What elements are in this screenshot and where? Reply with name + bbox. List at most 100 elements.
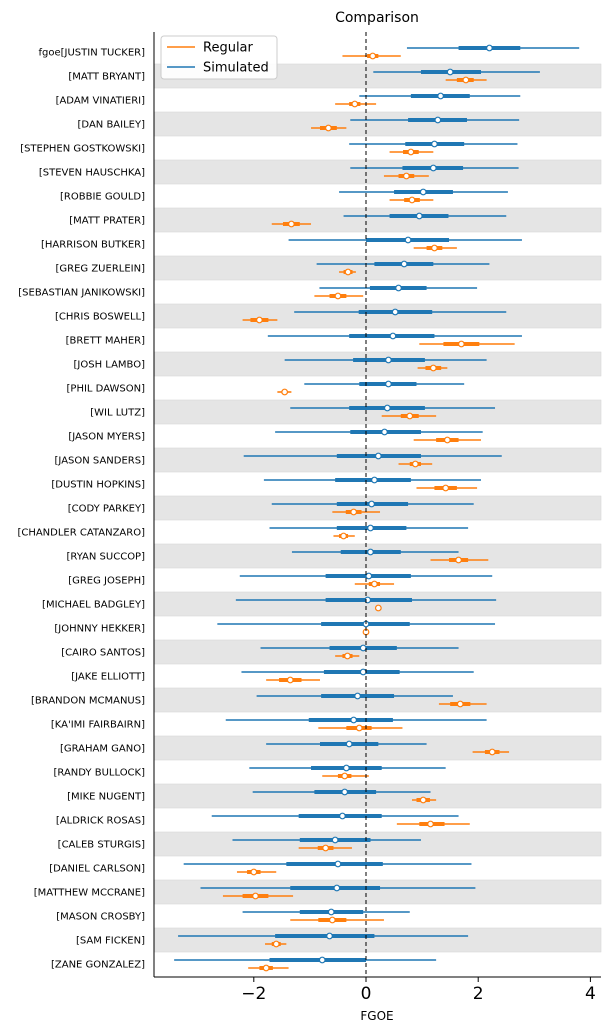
regular-mean-point — [462, 76, 470, 84]
simulated-mean-point — [350, 716, 358, 724]
row-label: [CAIRO SANTOS] — [61, 648, 145, 659]
simulated-mean-point — [385, 356, 392, 364]
simulated-mean-point — [359, 668, 367, 676]
row-band — [153, 111, 602, 137]
legend: Regular Simulated — [160, 35, 278, 80]
x-tick-label: 0 — [361, 984, 372, 1004]
row-label: [DANIEL CARLSON] — [49, 864, 145, 875]
simulated-mean-point — [446, 68, 454, 76]
row-band — [153, 687, 602, 713]
row-band — [153, 831, 602, 857]
row-band — [153, 207, 602, 233]
row-band — [153, 159, 602, 185]
simulated-mean-point — [326, 932, 333, 940]
regular-mean-point — [252, 892, 259, 900]
row-band — [153, 735, 602, 761]
simulated-mean-point — [318, 956, 326, 964]
row-band — [153, 255, 602, 281]
row-label: [KA'IMI FAIRBAIRN] — [51, 720, 145, 731]
row-label: [MIKE NUGENT] — [67, 792, 145, 803]
regular-mean-point — [402, 172, 410, 180]
regular-mean-point — [408, 196, 416, 204]
simulated-mean-point — [333, 884, 341, 892]
legend-label-regular: Regular — [203, 41, 254, 56]
simulated-mean-point — [419, 188, 427, 196]
row-label: [CODY PARKEY] — [68, 504, 145, 515]
simulated-mean-point — [437, 92, 445, 100]
regular-mean-point — [369, 52, 377, 60]
row-label: [GREG ZUERLEIN] — [55, 264, 145, 275]
regular-mean-point — [488, 748, 496, 756]
x-axis-label: FGOE — [360, 1009, 393, 1023]
simulated-mean-point — [367, 524, 374, 532]
chart-title: Comparison — [335, 10, 419, 26]
row-label: [WIL LUTZ] — [90, 408, 145, 419]
row-band — [153, 591, 602, 617]
simulated-mean-point — [341, 788, 349, 796]
row-label: [BRETT MAHER] — [66, 336, 146, 347]
simulated-mean-point — [342, 764, 350, 772]
row-label: [ALDRICK ROSAS] — [56, 816, 145, 827]
simulated-mean-point — [415, 212, 423, 220]
row-label: [JOHNNY HEKKER] — [54, 624, 145, 635]
regular-mean-point — [272, 940, 280, 948]
regular-mean-point — [455, 556, 462, 564]
simulated-mean-point — [429, 164, 437, 172]
row-label: [DAN BAILEY] — [78, 120, 146, 131]
simulated-mean-point — [374, 452, 382, 460]
regular-mean-point — [350, 508, 358, 516]
x-tick-label: −2 — [241, 984, 266, 1004]
row-label: [HARRISON BUTKER] — [41, 240, 145, 251]
row-label: [MATT PRATER] — [69, 216, 145, 227]
row-band — [153, 351, 602, 377]
row-label: [CHANDLER CATANZARO] — [17, 528, 145, 539]
row-band — [153, 495, 602, 521]
row-band — [153, 783, 602, 809]
simulated-mean-point — [391, 308, 399, 316]
x-tick-label: 4 — [585, 984, 596, 1004]
row-label: [SEBASTIAN JANIKOWSKI] — [18, 288, 145, 299]
regular-mean-point — [442, 484, 450, 492]
regular-mean-point — [256, 316, 263, 324]
row-label: [CALEB STURGIS] — [58, 840, 145, 851]
simulated-mean-point — [365, 572, 373, 580]
row-label: [MATTHEW MCCRANE] — [34, 888, 145, 899]
row-label: [MASON CROSBY] — [56, 912, 145, 923]
regular-mean-point — [351, 100, 359, 108]
row-band — [153, 639, 602, 665]
row-label: [MATT BRYANT] — [68, 72, 145, 83]
row-label: [GREG JOSEPH] — [68, 576, 145, 587]
regular-mean-point — [406, 412, 414, 420]
row-bands — [153, 63, 602, 953]
axes: fgoe[JUSTIN TUCKER] [MATT BRYANT] [ADAM VI… — [17, 32, 601, 1004]
regular-mean-point — [456, 700, 464, 708]
simulated-mean-point — [339, 812, 346, 820]
simulated-mean-point — [371, 476, 378, 484]
simulated-mean-point — [359, 644, 367, 652]
simulated-mean-point — [381, 428, 388, 436]
regular-mean-point — [371, 580, 378, 588]
x-tick-label: 2 — [473, 984, 484, 1004]
row-label: [BRANDON MCMANUS] — [31, 696, 145, 707]
regular-mean-point — [374, 604, 382, 612]
regular-mean-point — [286, 676, 294, 684]
row-label: [DUSTIN HOPKINS] — [51, 480, 145, 491]
row-label: fgoe[JUSTIN TUCKER] — [38, 48, 145, 59]
row-label: [JASON MYERS] — [68, 432, 145, 443]
row-band — [153, 303, 602, 329]
simulated-mean-point — [400, 260, 408, 268]
regular-mean-point — [427, 820, 434, 828]
row-band — [153, 399, 602, 425]
regular-mean-point — [443, 436, 451, 444]
regular-mean-point — [457, 340, 465, 348]
regular-mean-point — [341, 772, 349, 780]
row-label: [JOSH LAMBO] — [74, 360, 146, 371]
row-label: [SAM FICKEN] — [76, 936, 145, 947]
row-label: [ZANE GONZALEZ] — [51, 960, 145, 971]
series-marks — [174, 44, 580, 972]
simulated-mean-point — [334, 860, 342, 868]
row-label: [MICHAEL BADGLEY] — [42, 600, 145, 611]
regular-mean-point — [340, 532, 347, 540]
regular-mean-point — [262, 964, 270, 972]
